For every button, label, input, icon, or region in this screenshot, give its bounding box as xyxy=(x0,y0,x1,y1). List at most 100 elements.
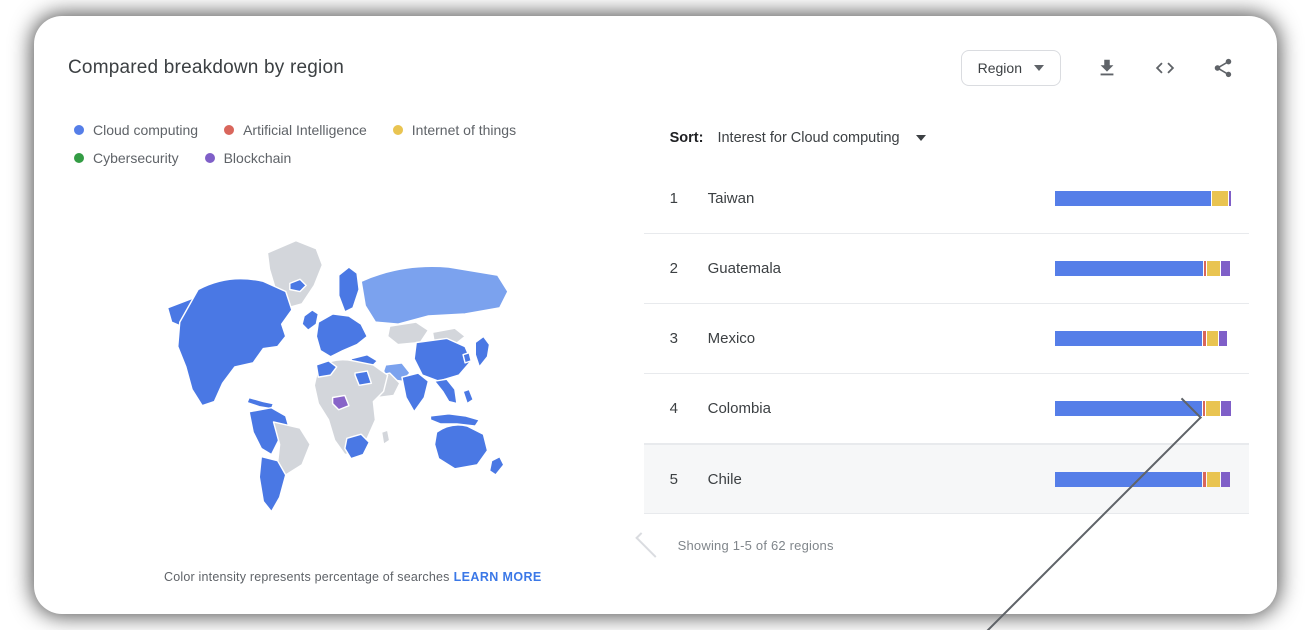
map-region-egypt[interactable] xyxy=(354,370,372,386)
map-region-iceland[interactable] xyxy=(288,278,307,293)
bar-segment-block xyxy=(1219,331,1228,346)
legend-item-cybersecurity: Cybersecurity xyxy=(74,150,179,166)
legend-dot xyxy=(74,153,84,163)
region-list-panel: Sort: Interest for Cloud computing 1 Tai… xyxy=(634,96,1249,630)
chevron-down-icon xyxy=(1034,65,1044,71)
sort-value: Interest for Cloud computing xyxy=(717,130,900,146)
bar-segment-iot xyxy=(1207,331,1219,346)
legend-dot xyxy=(204,153,215,163)
bar-segment-iot xyxy=(1206,261,1220,276)
map-region-philippines[interactable] xyxy=(462,388,474,405)
embed-code-icon[interactable] xyxy=(1153,56,1177,80)
table-row-taiwan[interactable]: 1 Taiwan xyxy=(643,164,1249,234)
bar-segment-ai xyxy=(1203,331,1207,346)
bar-segment-block xyxy=(1220,261,1231,276)
map-region-brazil[interactable] xyxy=(272,421,311,476)
stacked-bar xyxy=(1055,261,1231,276)
region-dropdown-label: Region xyxy=(977,60,1022,76)
region-name: Colombia xyxy=(707,400,771,417)
map-region-new-zealand[interactable] xyxy=(488,455,505,476)
legend-dot xyxy=(74,125,84,135)
world-choropleth-map[interactable] xyxy=(62,166,644,570)
bar-segment-ai xyxy=(1202,401,1205,416)
map-region-australia[interactable] xyxy=(433,424,489,470)
card-header: Compared breakdown by region Region xyxy=(62,16,1249,96)
bar-segment-ai xyxy=(1203,471,1206,487)
map-region-korea[interactable] xyxy=(462,351,472,364)
sort-dropdown[interactable]: Interest for Cloud computing xyxy=(717,130,926,146)
legend-item-cloud-computing: Cloud computing xyxy=(74,122,198,138)
table-row-chile[interactable]: 5 Chile xyxy=(643,444,1249,514)
legend-label: Internet of things xyxy=(411,122,517,138)
pager-status: Showing 1-5 of 62 regions xyxy=(677,537,834,553)
region-name: Mexico xyxy=(707,330,756,347)
legend-label: Cybersecurity xyxy=(93,150,179,166)
rank-number: 1 xyxy=(669,190,678,207)
bar-segment-cloud xyxy=(1055,471,1203,487)
bar-segment-iot xyxy=(1206,471,1220,487)
map-caption: Color intensity represents percentage of… xyxy=(62,570,644,614)
region-rank-list: 1 Taiwan 2 Guatemala 3 Mexico xyxy=(643,164,1249,514)
map-region-southeast-asia[interactable] xyxy=(433,378,458,405)
map-region-uk[interactable] xyxy=(301,309,319,331)
learn-more-link[interactable]: LEARN MORE xyxy=(453,570,542,584)
stacked-bar xyxy=(1055,471,1231,487)
stacked-bar xyxy=(1055,191,1231,206)
table-row-guatemala[interactable]: 2 Guatemala xyxy=(643,234,1249,304)
legend-dot xyxy=(224,125,235,135)
share-icon[interactable] xyxy=(1211,56,1235,80)
map-caption-text: Color intensity represents percentage of… xyxy=(163,570,450,584)
bar-segment-iot xyxy=(1212,191,1229,206)
map-region-indonesia[interactable] xyxy=(429,413,480,427)
stacked-bar xyxy=(1055,331,1231,346)
map-region-india[interactable] xyxy=(401,372,429,413)
bar-segment-iot xyxy=(1205,401,1220,416)
map-region-south-africa[interactable] xyxy=(343,433,370,460)
legend-dot xyxy=(392,125,403,135)
legend: Cloud computing Artificial Intelligence … xyxy=(62,122,602,166)
legend-item-blockchain: Blockchain xyxy=(204,150,292,166)
trends-breakdown-card: Compared breakdown by region Region xyxy=(34,16,1277,630)
map-region-madagascar[interactable] xyxy=(380,429,391,446)
sort-label: Sort: xyxy=(669,130,704,146)
map-region-russia[interactable] xyxy=(360,265,509,325)
chevron-down-icon xyxy=(915,135,926,141)
map-region-nigeria[interactable] xyxy=(331,394,350,411)
table-row-colombia[interactable]: 4 Colombia xyxy=(643,374,1249,444)
rank-number: 5 xyxy=(669,470,678,488)
bar-segment-block xyxy=(1229,191,1231,206)
map-panel: Cloud computing Artificial Intelligence … xyxy=(62,96,644,614)
map-region-argentina-chile[interactable] xyxy=(258,455,287,513)
map-region-north-america[interactable] xyxy=(176,277,293,407)
map-region-china[interactable] xyxy=(413,337,472,382)
map-region-scandinavia[interactable] xyxy=(337,266,360,313)
bar-segment-block xyxy=(1220,401,1231,416)
table-row-mexico[interactable]: 3 Mexico xyxy=(643,304,1249,374)
download-icon[interactable] xyxy=(1095,56,1119,80)
bar-segment-cloud xyxy=(1055,401,1202,416)
bar-segment-cloud xyxy=(1055,261,1203,276)
region-name: Guatemala xyxy=(707,260,781,277)
page-title: Compared breakdown by region xyxy=(68,57,344,78)
map-region-europe[interactable] xyxy=(315,313,368,358)
bar-segment-block xyxy=(1220,471,1230,487)
map-region-morocco[interactable] xyxy=(315,360,338,378)
map-region-japan[interactable] xyxy=(474,335,491,368)
rank-number: 3 xyxy=(669,330,678,347)
map-region-caribbean[interactable] xyxy=(246,396,275,410)
region-dropdown[interactable]: Region xyxy=(960,50,1061,86)
legend-item-artificial-intelligence: Artificial Intelligence xyxy=(224,122,367,138)
card-content: Cloud computing Artificial Intelligence … xyxy=(62,96,1249,630)
header-controls: Region xyxy=(960,50,1235,86)
rank-number: 4 xyxy=(669,400,678,417)
legend-label: Blockchain xyxy=(223,150,292,166)
legend-label: Artificial Intelligence xyxy=(243,122,367,138)
stacked-bar xyxy=(1055,401,1231,416)
pager: Showing 1-5 of 62 regions xyxy=(634,397,1249,630)
rank-number: 2 xyxy=(669,260,678,277)
world-map-svg xyxy=(166,239,509,513)
legend-label: Cloud computing xyxy=(93,122,199,138)
bar-segment-ai xyxy=(1203,261,1206,276)
legend-item-internet-of-things: Internet of things xyxy=(392,122,517,138)
